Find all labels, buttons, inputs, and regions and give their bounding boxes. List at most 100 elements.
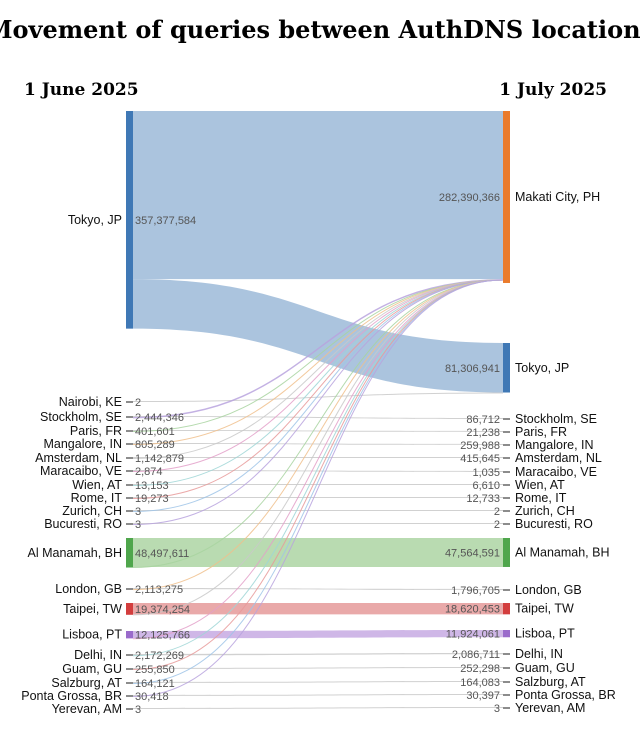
right-node-ponta-grossa-br	[503, 694, 510, 696]
right-node-delhi-in	[503, 653, 510, 655]
right-value-label-bucuresti-ro: 2	[494, 519, 500, 531]
flow-band-london-gb-to-london-gb	[133, 588, 503, 591]
flow-band-salzburg-at-to-salzburg-at	[133, 681, 503, 683]
left-value-label-delhi-in: 2,172,269	[135, 650, 184, 662]
left-value-label-mangalore-in: 805,289	[135, 439, 175, 451]
left-column-header: 1 June 2025	[24, 80, 139, 100]
right-value-label-delhi-in: 2,086,711	[452, 649, 500, 661]
left-node-label-nairobi-ke: Nairobi, KE	[59, 395, 122, 409]
right-node-bucuresti-ro	[503, 523, 510, 525]
left-node-label-tokyo-jp: Tokyo, JP	[68, 213, 122, 227]
flow-band-amsterdam-nl-to-amsterdam-nl	[133, 457, 503, 458]
right-node-label-tokyo-jp: Tokyo, JP	[515, 361, 569, 375]
right-column-header: 1 July 2025	[499, 80, 607, 100]
right-value-label-tokyo-jp: 81,306,941	[445, 363, 500, 375]
right-value-label-paris-fr: 21,238	[466, 427, 500, 439]
left-value-label-tokyo-jp: 357,377,584	[135, 215, 196, 227]
left-node-label-taipei-tw: Taipei, TW	[63, 602, 122, 616]
left-node-al-manamah-bh	[126, 538, 133, 568]
left-node-label-ponta-grossa-br: Ponta Grossa, BR	[21, 689, 122, 703]
flow-band-delhi-in-to-makati-city-ph	[132, 279, 504, 657]
left-value-label-al-manamah-bh: 48,497,611	[135, 548, 189, 560]
right-node-rome-it	[503, 497, 510, 499]
left-node-paris-fr	[126, 430, 133, 432]
left-value-label-ponta-grossa-br: 30,418	[135, 691, 169, 703]
right-node-label-makati-city-ph: Makati City, PH	[515, 190, 600, 204]
flow-band-bucuresti-ro-to-makati-city-ph	[132, 279, 504, 525]
flow-band-zurich-ch-to-zurich-ch	[133, 510, 503, 511]
right-node-label-taipei-tw: Taipei, TW	[515, 602, 574, 616]
left-value-label-bucuresti-ro: 3	[135, 519, 141, 531]
flow-band-london-gb-to-makati-city-ph	[132, 279, 504, 591]
left-node-label-delhi-in: Delhi, IN	[74, 648, 122, 662]
right-node-yerevan-am	[503, 707, 510, 709]
flow-band-maracaibo-ve-to-maracaibo-ve	[133, 470, 503, 472]
flow-band-maracaibo-ve-to-makati-city-ph	[132, 279, 504, 472]
left-node-label-maracaibo-ve: Maracaibo, VE	[40, 464, 122, 478]
right-node-makati-city-ph	[503, 111, 510, 283]
left-value-label-guam-gu: 255,850	[135, 664, 175, 676]
flow-band-wien-at-to-wien-at	[133, 484, 503, 485]
left-value-label-wien-at: 13,153	[135, 480, 169, 492]
flow-band-al-manamah-bh-to-al-manamah-bh	[133, 538, 503, 567]
left-value-label-paris-fr: 401,601	[135, 426, 175, 438]
right-value-label-makati-city-ph: 282,390,366	[439, 192, 500, 204]
left-node-nairobi-ke	[126, 401, 133, 403]
right-node-london-gb	[503, 589, 510, 591]
right-node-label-al-manamah-bh: Al Manamah, BH	[515, 545, 609, 559]
left-value-label-taipei-tw: 19,374,254	[135, 604, 190, 616]
right-node-paris-fr	[503, 431, 510, 433]
right-node-stockholm-se	[503, 418, 510, 420]
flow-band-guam-gu-to-makati-city-ph	[132, 279, 504, 670]
flow-band-amsterdam-nl-to-makati-city-ph	[132, 279, 504, 459]
left-node-label-wien-at: Wien, AT	[72, 478, 122, 492]
right-node-mangalore-in	[503, 444, 510, 446]
right-value-label-wien-at: 6,610	[472, 480, 500, 492]
flow-band-ponta-grossa-br-to-ponta-grossa-br	[133, 694, 503, 696]
right-node-zurich-ch	[503, 510, 510, 512]
right-value-label-stockholm-se: 86,712	[466, 414, 500, 426]
left-node-zurich-ch	[126, 510, 133, 512]
right-node-label-lisboa-pt: Lisboa, PT	[515, 627, 575, 641]
right-node-label-ponta-grossa-br: Ponta Grossa, BR	[515, 688, 616, 702]
left-node-maracaibo-ve	[126, 470, 133, 472]
chart-title: Movement of queries between AuthDNS loca…	[0, 15, 640, 44]
left-node-stockholm-se	[126, 416, 133, 418]
right-node-label-london-gb: London, GB	[515, 583, 582, 597]
flow-band-delhi-in-to-delhi-in	[133, 653, 503, 656]
left-node-delhi-in	[126, 654, 133, 656]
left-node-amsterdam-nl	[126, 457, 133, 459]
right-node-guam-gu	[503, 667, 510, 669]
left-node-bucuresti-ro	[126, 523, 133, 525]
left-node-label-stockholm-se: Stockholm, SE	[40, 410, 122, 424]
left-node-label-london-gb: London, GB	[55, 582, 122, 596]
right-node-taipei-tw	[503, 603, 510, 615]
right-node-label-salzburg-at: Salzburg, AT	[515, 675, 586, 689]
left-node-rome-it	[126, 497, 133, 499]
flow-band-mangalore-in-to-makati-city-ph	[132, 279, 504, 445]
left-node-label-zurich-ch: Zurich, CH	[62, 504, 122, 518]
right-node-label-wien-at: Wien, AT	[515, 478, 565, 492]
right-value-label-ponta-grossa-br: 30,397	[466, 690, 500, 702]
left-value-label-salzburg-at: 164,121	[135, 678, 175, 690]
left-node-label-paris-fr: Paris, FR	[70, 424, 122, 438]
flow-band-lisboa-pt-to-makati-city-ph	[132, 279, 504, 640]
left-value-label-stockholm-se: 2,444,346	[135, 412, 184, 424]
right-value-label-yerevan-am: 3	[494, 703, 500, 715]
right-node-label-rome-it: Rome, IT	[515, 491, 567, 505]
flow-band-paris-fr-to-paris-fr	[133, 430, 503, 432]
left-node-taipei-tw	[126, 603, 133, 615]
flow-band-ponta-grossa-br-to-makati-city-ph	[132, 279, 504, 697]
right-value-label-london-gb: 1,796,705	[451, 585, 500, 597]
left-node-wien-at	[126, 484, 133, 486]
flow-band-wien-at-to-makati-city-ph	[132, 279, 504, 486]
flow-band-rome-it-to-rome-it	[133, 497, 503, 498]
left-node-salzburg-at	[126, 682, 133, 684]
flow-band-tokyo-jp-to-makati-city-ph	[133, 111, 503, 280]
flow-band-zurich-ch-to-makati-city-ph	[132, 279, 504, 512]
flow-band-salzburg-at-to-makati-city-ph	[132, 279, 504, 684]
left-value-label-yerevan-am: 3	[135, 704, 141, 716]
left-node-label-guam-gu: Guam, GU	[62, 662, 122, 676]
right-node-tokyo-jp	[503, 343, 510, 393]
right-node-label-mangalore-in: Mangalore, IN	[515, 438, 594, 452]
